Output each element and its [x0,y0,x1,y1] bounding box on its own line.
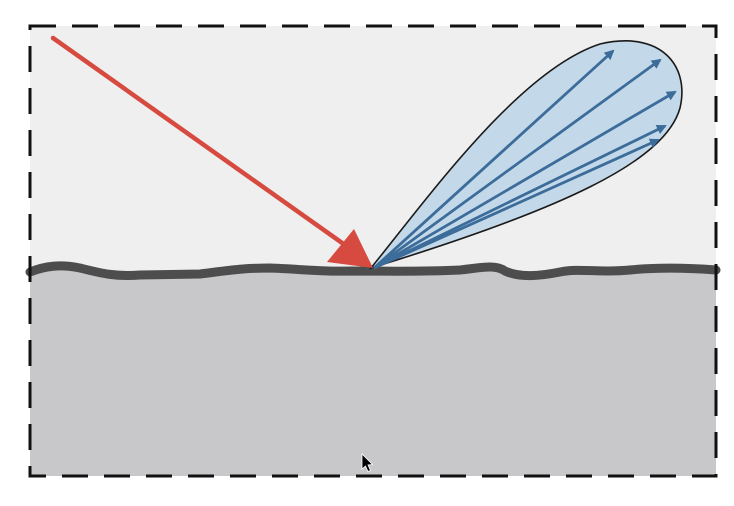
reflected-ray [373,90,677,270]
incident-ray [50,35,373,268]
incident-ray-arrowhead [327,229,373,268]
reflected-ray [373,138,660,270]
material-region [30,265,716,476]
reflected-ray [373,124,667,270]
dashed-frame [28,24,718,478]
mouse-pointer-icon [361,453,374,473]
reflected-rays [373,49,677,270]
reflected-ray [373,49,615,270]
rough-surface-line [25,261,721,281]
incident-ray-shaft [50,35,348,248]
reflected-lobe [368,40,683,270]
reflected-ray [373,58,662,270]
